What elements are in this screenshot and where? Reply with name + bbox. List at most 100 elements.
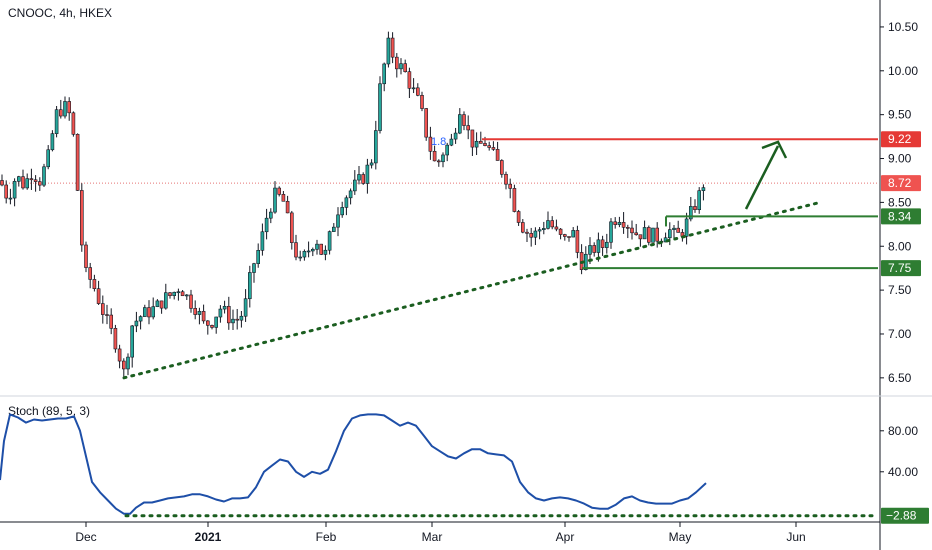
candle-body bbox=[390, 37, 395, 58]
candle-body bbox=[688, 206, 693, 220]
candle-body bbox=[46, 149, 51, 168]
candle-body bbox=[294, 242, 298, 258]
level-badge-support-lower bbox=[881, 260, 921, 277]
candle-body bbox=[273, 187, 277, 213]
candle-body bbox=[533, 230, 538, 238]
candle-body bbox=[109, 314, 113, 329]
candle-body bbox=[189, 294, 193, 309]
candle-body bbox=[676, 227, 681, 233]
time-tick-label: Jun bbox=[786, 530, 805, 544]
time-tick-label: Dec bbox=[75, 530, 96, 544]
price-tick-label: 9.50 bbox=[888, 108, 912, 122]
candle-body bbox=[621, 222, 626, 228]
candle-body bbox=[646, 227, 651, 243]
candle-body bbox=[470, 129, 475, 148]
candle-body bbox=[529, 233, 534, 238]
candle-body bbox=[130, 325, 134, 358]
level-badge-label: 7.75 bbox=[888, 261, 912, 275]
candle-body bbox=[117, 348, 122, 362]
candle-body bbox=[684, 218, 689, 237]
annotation-label: 1.8 bbox=[431, 136, 446, 148]
candle-body bbox=[399, 63, 403, 70]
candle-body bbox=[315, 243, 319, 250]
candle-body bbox=[525, 231, 529, 234]
candle-body bbox=[495, 149, 500, 161]
candle-body bbox=[58, 109, 63, 117]
candle-body bbox=[655, 227, 660, 242]
candle-body bbox=[327, 231, 332, 251]
candle-body bbox=[516, 211, 521, 223]
candle-body bbox=[71, 112, 76, 135]
candle-body bbox=[361, 174, 366, 184]
candle-body bbox=[407, 71, 412, 89]
candle-body bbox=[185, 294, 189, 297]
trendline bbox=[122, 200, 822, 380]
candle-body bbox=[474, 140, 479, 148]
candle-body bbox=[155, 300, 160, 307]
candle-body bbox=[537, 229, 542, 232]
candle-body bbox=[550, 220, 555, 228]
candle-body bbox=[436, 160, 441, 163]
candle-body bbox=[567, 236, 571, 238]
candle-body bbox=[143, 307, 147, 317]
candle-body bbox=[520, 222, 525, 233]
candle-body bbox=[206, 320, 210, 326]
candle-body bbox=[604, 241, 609, 248]
candle-body bbox=[617, 222, 622, 225]
candle-body bbox=[281, 194, 286, 202]
candle-body bbox=[667, 229, 672, 239]
candle-body bbox=[285, 200, 290, 214]
candle-body bbox=[575, 230, 580, 253]
candle-body bbox=[306, 250, 311, 253]
candle-body bbox=[378, 83, 382, 131]
price-tick-label: 6.50 bbox=[888, 371, 912, 385]
candle-body bbox=[403, 63, 408, 72]
candle-body bbox=[457, 114, 462, 134]
candle-body bbox=[197, 311, 202, 315]
candle-body bbox=[310, 248, 315, 252]
candle-body bbox=[67, 101, 71, 114]
candle-body bbox=[323, 249, 328, 255]
stochastic-pane bbox=[0, 413, 880, 518]
candle-body bbox=[176, 291, 181, 294]
projection-arrow bbox=[744, 145, 780, 210]
stoch-level-badge bbox=[881, 507, 929, 524]
candle-body bbox=[340, 207, 345, 216]
candle-body bbox=[365, 164, 370, 184]
candle-body bbox=[546, 220, 550, 229]
candle-body bbox=[239, 315, 244, 321]
candle-body bbox=[625, 227, 630, 229]
candle-body bbox=[319, 243, 324, 255]
candle-body bbox=[331, 226, 336, 232]
candle-body bbox=[562, 234, 567, 237]
candle-body bbox=[424, 108, 429, 138]
candle-body bbox=[462, 114, 466, 126]
level-badge-price bbox=[881, 175, 921, 192]
candle-body bbox=[432, 150, 437, 162]
price-tick-label: 8.50 bbox=[888, 195, 912, 209]
candle-body bbox=[42, 166, 46, 186]
candle-body bbox=[122, 360, 126, 370]
candle-body bbox=[588, 245, 592, 255]
time-tick-label: Mar bbox=[422, 530, 443, 544]
candle-body bbox=[415, 87, 420, 96]
candle-body bbox=[630, 227, 634, 234]
candle-body bbox=[491, 147, 496, 150]
candle-body bbox=[445, 144, 450, 156]
candle-body bbox=[651, 227, 655, 243]
candle-body bbox=[613, 221, 618, 225]
stoch-line bbox=[0, 413, 707, 515]
candle-body bbox=[147, 307, 151, 318]
candle-body bbox=[75, 133, 80, 191]
candle-body bbox=[386, 37, 391, 65]
candle-body bbox=[218, 308, 223, 318]
candle-body bbox=[357, 174, 361, 181]
candle-body bbox=[512, 188, 517, 212]
candle-body bbox=[84, 244, 88, 268]
candle-body bbox=[558, 228, 563, 235]
price-tick-label: 10.00 bbox=[888, 64, 918, 78]
candle-body bbox=[243, 298, 248, 317]
stoch-tick-label: 80.00 bbox=[888, 424, 918, 438]
